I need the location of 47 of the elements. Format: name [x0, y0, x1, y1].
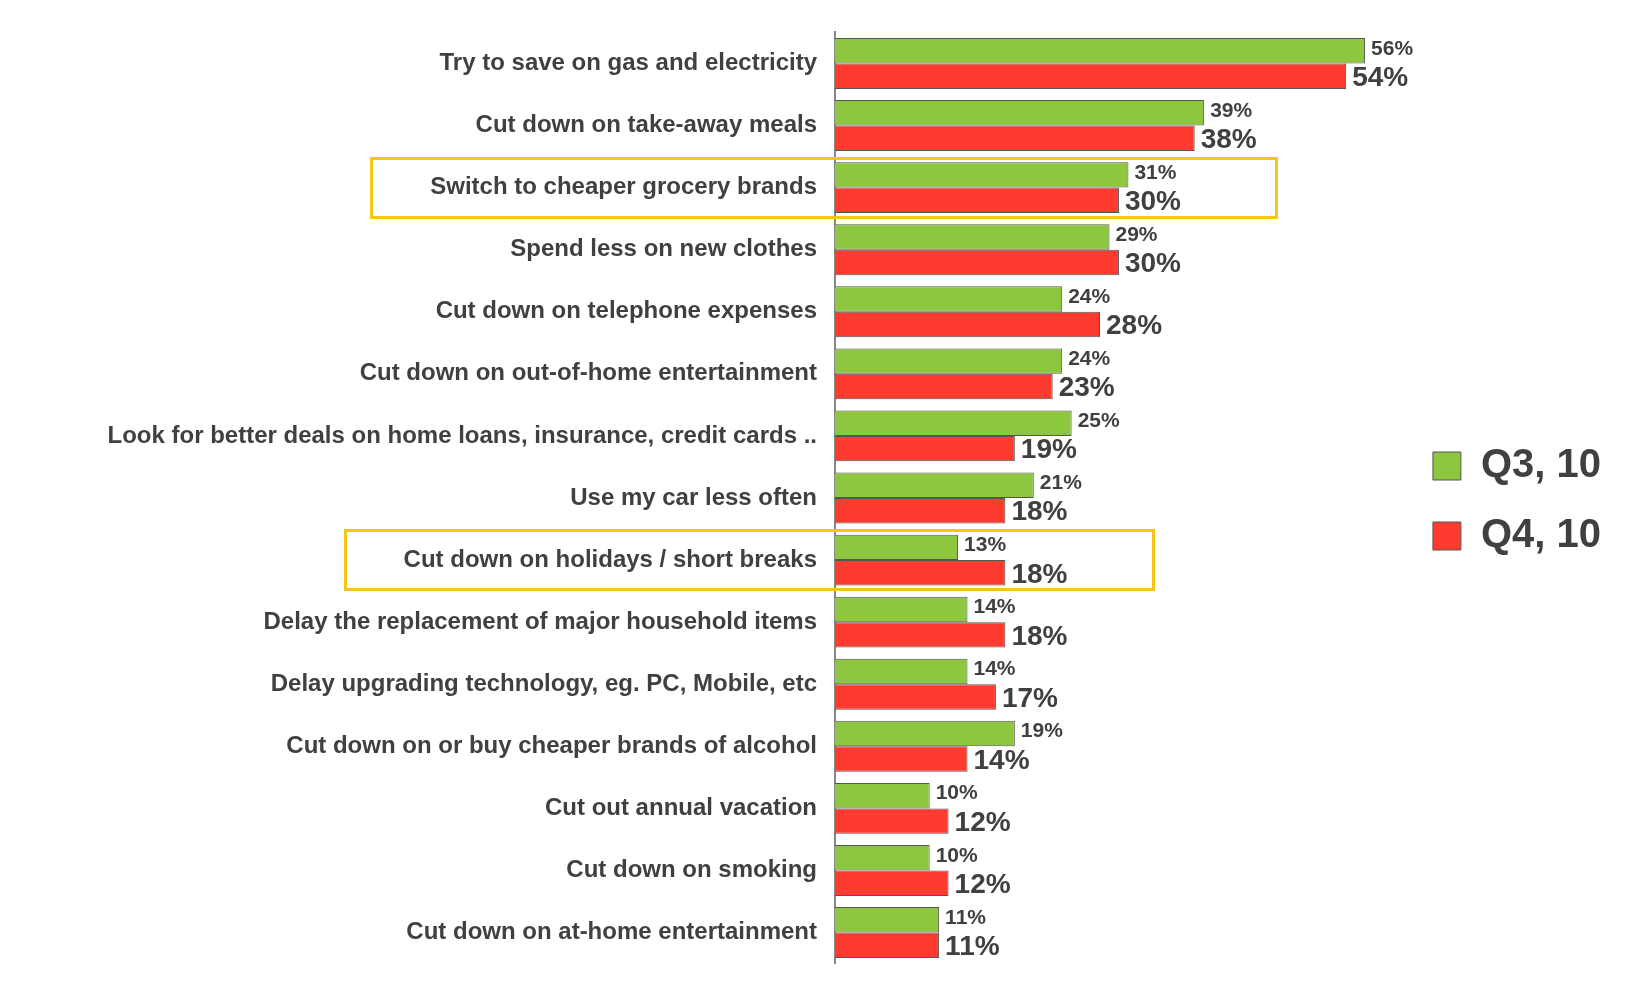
y-tick-label: Use my car less often — [570, 482, 817, 510]
data-label: 10% — [935, 842, 979, 866]
data-label: 11% — [945, 930, 1000, 962]
data-label: 24% — [1068, 283, 1111, 307]
data-label: 38% — [1200, 122, 1257, 154]
legend-label: Q3, 10 — [1480, 441, 1601, 486]
data-label: 30% — [1124, 247, 1182, 279]
y-tick-label: Cut down on or buy cheaper brands of alcohol — [286, 730, 817, 758]
y-tick-label: Look for better deals on home loans, insurance, credit cards .. — [107, 420, 817, 448]
legend-label: Q4, 10 — [1480, 511, 1601, 556]
data-label: 12% — [954, 867, 1011, 899]
y-tick-label: Delay upgrading technology, eg. PC, Mobile, etc — [270, 668, 817, 696]
data-label: 13% — [964, 532, 1007, 556]
data-label: 54% — [1352, 60, 1409, 92]
data-label: 12% — [954, 805, 1011, 837]
data-label: 18% — [1011, 619, 1068, 651]
data-label: 25% — [1077, 407, 1120, 431]
data-label: 19% — [1020, 718, 1064, 742]
y-tick-label: Switch to cheaper grocery brands — [430, 172, 817, 200]
y-tick-label: Spend less on new clothes — [510, 234, 817, 262]
data-label: 17% — [1001, 681, 1059, 713]
data-label: 19% — [1020, 433, 1077, 465]
y-tick-label: Cut down on smoking — [566, 855, 817, 883]
data-label: 18% — [1011, 557, 1068, 589]
y-tick-label: Cut down on out-of-home entertainment — [359, 358, 817, 386]
data-label: 11% — [945, 904, 987, 928]
y-tick-label: Cut down on telephone expenses — [435, 296, 817, 324]
data-label: 28% — [1106, 309, 1163, 341]
y-tick-label: Cut down on holidays / short breaks — [403, 544, 817, 572]
data-label: 18% — [1011, 495, 1068, 527]
data-label: 30% — [1124, 185, 1182, 217]
data-label: 24% — [1068, 345, 1111, 369]
y-tick-label: Cut down on take-away meals — [475, 110, 817, 138]
data-label: 39% — [1210, 97, 1253, 121]
data-label: 14% — [973, 594, 1016, 618]
y-tick-label: Cut out annual vacation — [544, 793, 817, 821]
data-label: 31% — [1134, 159, 1177, 183]
y-tick-label: Delay the replacement of major household items — [263, 606, 817, 634]
y-tick-label: Try to save on gas and electricity — [439, 48, 818, 76]
data-label: 21% — [1039, 470, 1083, 494]
y-tick-label: Cut down on at-home entertainment — [406, 917, 817, 945]
data-label: 23% — [1058, 371, 1115, 403]
data-label: 14% — [973, 743, 1030, 775]
data-label: 10% — [935, 780, 979, 804]
data-label: 56% — [1371, 35, 1414, 59]
data-label: 29% — [1115, 221, 1158, 245]
data-label: 14% — [973, 656, 1016, 680]
